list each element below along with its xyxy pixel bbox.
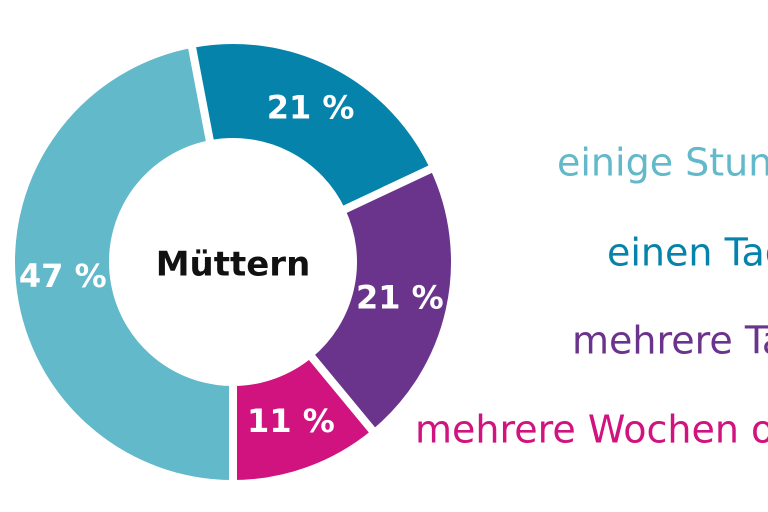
legend-label: einige Stunden	[557, 141, 768, 185]
donut-slice	[7, 39, 237, 489]
value-label: 47 %	[19, 257, 107, 295]
value-label: 21 %	[267, 89, 355, 127]
donut-slice	[186, 36, 440, 217]
value-label: 21 %	[356, 278, 444, 316]
legend-label: einen Tag	[607, 231, 768, 275]
legend-label: mehrere Tage	[572, 319, 768, 363]
center-label: Müttern	[156, 245, 311, 285]
value-label: 11 %	[247, 402, 335, 440]
donut-slice	[303, 162, 459, 439]
donut-slice	[229, 348, 381, 489]
legend-label: mehrere Wochen od	[415, 408, 768, 452]
